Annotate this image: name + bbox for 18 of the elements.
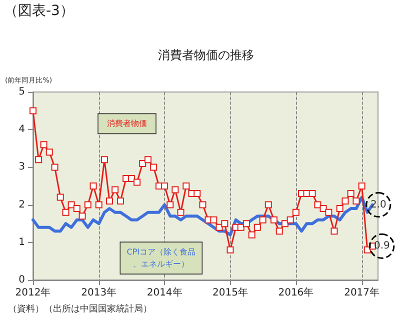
text: （資料）（出所は中国国家統計局）	[8, 304, 152, 314]
y-tick-label: 1	[18, 236, 25, 248]
text: （図表-3）	[4, 3, 74, 19]
chart-title: 消費者物価の推移	[158, 48, 254, 62]
x-tick-label: 2013年	[81, 286, 117, 298]
y-tick-label: 2	[18, 199, 25, 210]
y-tick-label: 5	[18, 86, 25, 98]
x-tick-label: 2014年	[146, 286, 182, 298]
x-tick-label: 2015年	[212, 286, 248, 298]
x-tick-label: 2016年	[278, 286, 314, 298]
text: CPIコア（除く食品、エネルギー）	[126, 248, 196, 269]
x-tick-label: 2017年	[344, 286, 380, 298]
y-tick-label: 4	[18, 124, 25, 136]
y-tick-label: 3	[18, 162, 25, 173]
x-tick-label: 2012年	[15, 286, 51, 298]
y-tick-label: 0	[18, 274, 25, 286]
text: 消費者物価	[107, 119, 147, 128]
data-label: 2.0	[370, 199, 386, 210]
